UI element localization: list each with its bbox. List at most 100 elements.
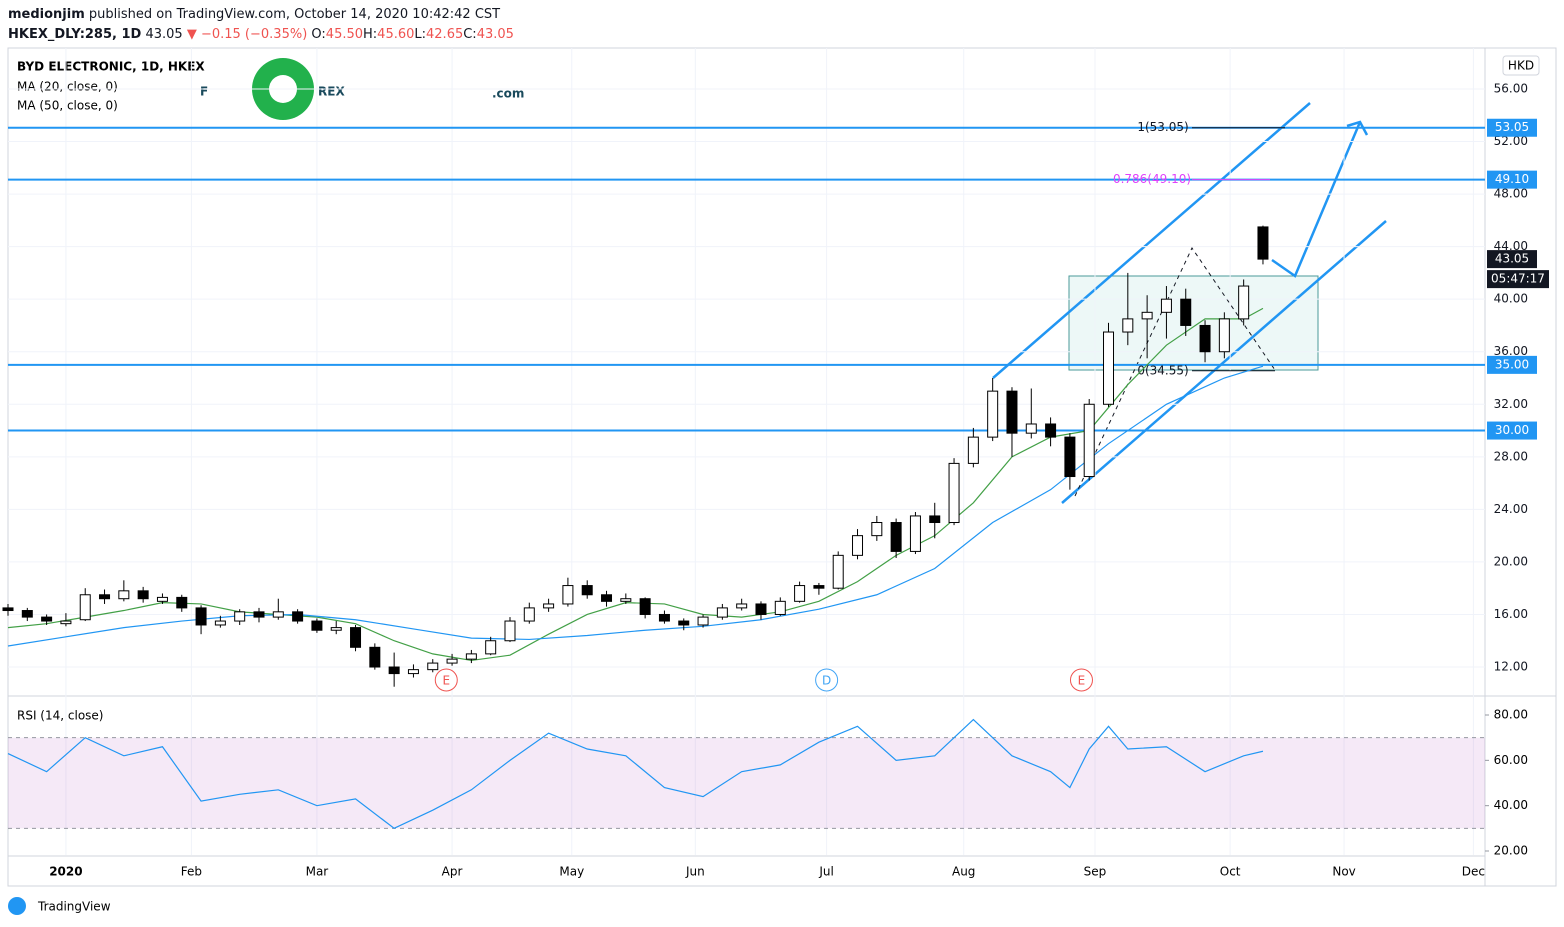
legend-ma50: MA (50, close, 0) xyxy=(17,99,118,113)
ohlc-label: C: xyxy=(463,27,477,42)
event-marker xyxy=(815,668,839,692)
x-tick-label: Nov xyxy=(1332,865,1355,879)
arrow-head xyxy=(1346,120,1369,136)
candle-body xyxy=(41,616,53,622)
candle-body xyxy=(1083,403,1095,478)
level-label-bg xyxy=(1487,355,1537,374)
candle-body xyxy=(987,390,999,438)
ohlc-label: L: xyxy=(414,27,427,42)
y-tick-label: 36.00 xyxy=(1494,344,1528,358)
candle-body xyxy=(1103,331,1115,405)
y-tick-label: 56.00 xyxy=(1494,81,1528,95)
candle-body xyxy=(948,462,960,524)
channel-lower xyxy=(1061,220,1387,504)
logo-rex: REX xyxy=(318,85,345,99)
projection-arrow xyxy=(1271,121,1362,278)
candle-body xyxy=(214,620,226,626)
candle-body xyxy=(620,598,632,602)
candle-body xyxy=(890,522,902,552)
candle-body xyxy=(118,590,130,600)
candle-body xyxy=(755,603,767,615)
candle-body xyxy=(2,607,14,612)
author: medionjim xyxy=(8,7,85,22)
candle-body xyxy=(195,607,207,626)
candle-body xyxy=(774,600,786,615)
candle-body xyxy=(407,669,419,675)
candle-body xyxy=(1257,226,1269,260)
symbol: HKEX_DLY:285, 1D xyxy=(8,27,142,42)
last: 43.05 xyxy=(145,27,183,42)
candle-body xyxy=(1064,436,1076,478)
fib-label: 1(53.05) xyxy=(1137,120,1188,134)
rsi-line xyxy=(7,718,1264,830)
x-tick-label: Mar xyxy=(306,865,329,879)
x-tick-label: Apr xyxy=(442,865,463,879)
y-tick-label: 44.00 xyxy=(1494,239,1528,253)
y-tick-label: 32.00 xyxy=(1494,397,1528,411)
candle-body xyxy=(1238,285,1250,320)
candle-body xyxy=(736,603,748,609)
y-tick-label: 48.00 xyxy=(1494,187,1528,201)
countdown-bg xyxy=(1487,270,1549,289)
event-label: E xyxy=(1078,674,1086,688)
change: ▼ −0.15 (−0.35%) xyxy=(186,27,308,42)
countdown: 05:47:17 xyxy=(1491,272,1545,286)
candle-body xyxy=(871,522,883,537)
ohlc-value: 45.60 xyxy=(377,27,415,42)
event-marker xyxy=(1069,668,1093,692)
event-label: E xyxy=(442,674,450,688)
candle-body xyxy=(523,607,535,622)
ohlc-label: H: xyxy=(363,27,378,42)
currency-box xyxy=(1502,55,1540,76)
candle-body xyxy=(716,607,728,618)
ohlc: O:45.50H:45.60L:42.65C:43.05 xyxy=(311,27,514,42)
candle-body xyxy=(832,554,844,589)
currency: HKD xyxy=(1508,59,1534,73)
x-tick-label: May xyxy=(559,865,584,879)
candle-body xyxy=(813,585,825,589)
logo-com: .com xyxy=(492,87,524,101)
y-tick-label: 24.00 xyxy=(1494,502,1528,516)
event-marker xyxy=(434,668,458,692)
rsi-band xyxy=(8,737,1485,829)
candle-body xyxy=(60,620,72,625)
candle-body xyxy=(137,590,149,600)
candle-body xyxy=(176,596,188,609)
y-tick-label: 20.00 xyxy=(1494,554,1528,568)
candle-body xyxy=(581,585,593,596)
candle-body xyxy=(1180,298,1192,326)
x-tick-label: Feb xyxy=(181,865,202,879)
candle-body xyxy=(465,653,477,660)
candle-body xyxy=(601,594,613,602)
y-tick-label: 28.00 xyxy=(1494,449,1528,463)
footer: TradingView xyxy=(37,900,111,914)
x-tick-label: Jun xyxy=(685,865,705,879)
last-price-bg xyxy=(1487,250,1537,269)
candle-body xyxy=(485,640,497,655)
y-tick-label: 40.00 xyxy=(1494,292,1528,306)
level-label: 30.00 xyxy=(1495,423,1529,437)
published: published on TradingView.com, October 14… xyxy=(88,7,501,22)
candle-body xyxy=(909,515,921,552)
fib-triangle xyxy=(1074,246,1276,497)
level-label: 35.00 xyxy=(1495,357,1529,371)
ohlc-value: 42.65 xyxy=(426,27,464,42)
candle-body xyxy=(1218,318,1230,353)
chart-title: BYD ELECTRONIC, 1D, HKEX xyxy=(17,60,205,74)
candle-body xyxy=(99,594,111,600)
candle-body xyxy=(1025,423,1037,434)
event-label: D xyxy=(822,674,831,688)
frame xyxy=(7,47,1557,887)
candle-body xyxy=(639,598,651,615)
candle-body xyxy=(1006,390,1018,434)
y-tick-label: 16.00 xyxy=(1494,607,1528,621)
candle-body xyxy=(562,585,574,605)
y-tick-label: 52.00 xyxy=(1494,134,1528,148)
candle-body xyxy=(234,611,246,622)
level-label-bg xyxy=(1487,118,1537,137)
rsi-tick-label: 60.00 xyxy=(1494,753,1528,767)
level-label: 49.10 xyxy=(1495,172,1529,186)
tv-icon xyxy=(8,897,26,915)
candle-body xyxy=(794,585,806,602)
